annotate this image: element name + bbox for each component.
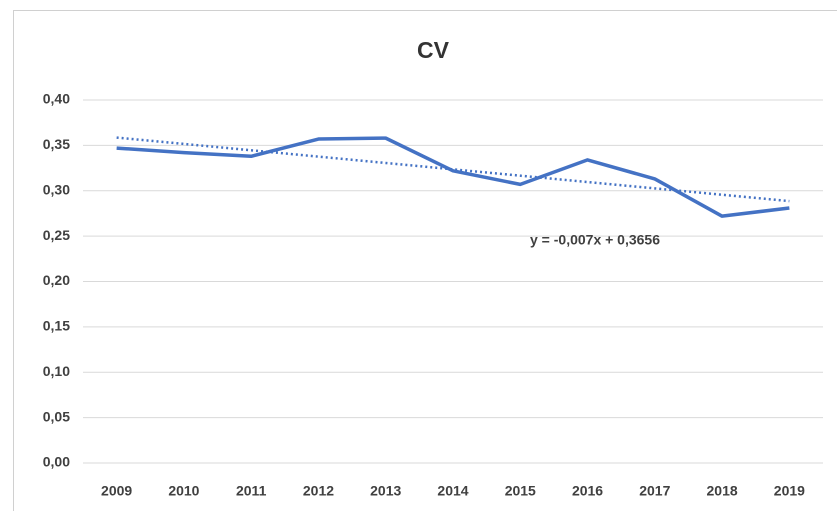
y-tick-label: 0,05 — [43, 408, 70, 424]
x-tick-label: 2019 — [774, 483, 805, 499]
x-tick-label: 2010 — [168, 483, 199, 499]
x-tick-label: 2017 — [639, 483, 670, 499]
data-line — [116, 136, 790, 218]
chart-border — [13, 10, 837, 511]
y-tick-label: 0,35 — [43, 136, 70, 152]
x-tick-label: 2014 — [437, 483, 468, 499]
x-tick-label: 2013 — [370, 483, 401, 499]
x-tick-label: 2016 — [572, 483, 603, 499]
y-tick-label: 0,25 — [43, 227, 70, 243]
chart-title: CV — [417, 37, 450, 63]
x-tick-label: 2012 — [303, 483, 334, 499]
x-tick-label: 2018 — [707, 483, 738, 499]
y-tick-label: 0,20 — [43, 272, 70, 288]
y-tick-label: 0,40 — [43, 91, 70, 107]
x-tick-label: 2015 — [505, 483, 536, 499]
y-tick-label: 0,10 — [43, 363, 70, 379]
y-tick-label: 0,30 — [43, 181, 70, 197]
x-tick-label: 2011 — [236, 483, 267, 499]
y-tick-label: 0,15 — [43, 318, 70, 334]
x-tick-label: 2009 — [101, 483, 132, 499]
trendline-label: y = -0,007x + 0,3656 — [530, 232, 660, 248]
y-tick-label: 0,00 — [43, 454, 70, 470]
